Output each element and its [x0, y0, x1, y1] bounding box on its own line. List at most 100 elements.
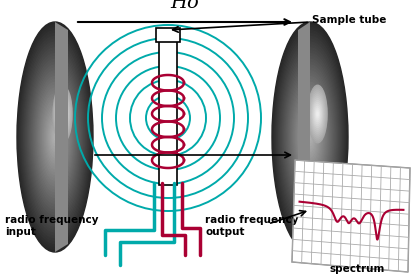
Ellipse shape [315, 106, 320, 122]
Ellipse shape [310, 91, 325, 137]
Ellipse shape [316, 110, 319, 118]
Ellipse shape [26, 48, 84, 226]
Ellipse shape [301, 111, 318, 163]
Ellipse shape [24, 42, 86, 232]
Ellipse shape [282, 54, 337, 220]
Ellipse shape [288, 71, 332, 203]
Ellipse shape [38, 85, 72, 189]
Ellipse shape [54, 87, 71, 141]
Text: Ho: Ho [171, 0, 199, 12]
Ellipse shape [308, 131, 312, 143]
Ellipse shape [19, 28, 91, 246]
Ellipse shape [26, 51, 83, 223]
Ellipse shape [25, 45, 85, 229]
Ellipse shape [46, 111, 64, 163]
Ellipse shape [56, 95, 69, 133]
Ellipse shape [27, 54, 83, 220]
Text: spectrum: spectrum [330, 264, 385, 274]
Ellipse shape [50, 123, 60, 151]
Ellipse shape [18, 25, 92, 249]
Ellipse shape [280, 48, 339, 226]
Ellipse shape [21, 33, 89, 241]
Ellipse shape [47, 114, 63, 160]
Ellipse shape [62, 112, 63, 116]
Ellipse shape [32, 68, 78, 206]
Ellipse shape [54, 134, 56, 140]
Text: Sample tube: Sample tube [312, 15, 387, 25]
Ellipse shape [23, 39, 87, 235]
Polygon shape [55, 22, 68, 252]
Ellipse shape [41, 94, 69, 180]
Ellipse shape [283, 56, 337, 218]
Ellipse shape [58, 101, 67, 127]
Ellipse shape [277, 36, 343, 238]
Ellipse shape [22, 36, 88, 238]
Ellipse shape [36, 79, 74, 195]
Ellipse shape [56, 93, 69, 135]
Ellipse shape [37, 82, 73, 192]
Ellipse shape [31, 65, 79, 209]
Ellipse shape [287, 68, 333, 206]
Ellipse shape [292, 82, 328, 192]
Ellipse shape [308, 85, 327, 143]
Ellipse shape [296, 94, 324, 180]
Polygon shape [298, 22, 310, 252]
Ellipse shape [309, 134, 311, 140]
Ellipse shape [286, 65, 334, 209]
Ellipse shape [17, 22, 93, 252]
Ellipse shape [314, 104, 321, 124]
Ellipse shape [285, 62, 335, 212]
Ellipse shape [279, 42, 342, 232]
Ellipse shape [278, 39, 342, 235]
Ellipse shape [289, 74, 331, 200]
Ellipse shape [293, 85, 327, 189]
Ellipse shape [309, 89, 326, 139]
Ellipse shape [306, 125, 314, 149]
Ellipse shape [57, 97, 68, 131]
Ellipse shape [313, 99, 323, 129]
Ellipse shape [294, 88, 326, 186]
Ellipse shape [307, 129, 313, 145]
Ellipse shape [52, 129, 58, 145]
Ellipse shape [302, 114, 318, 160]
Ellipse shape [312, 97, 323, 131]
Ellipse shape [295, 91, 325, 183]
Ellipse shape [42, 97, 68, 177]
Ellipse shape [61, 108, 64, 120]
Ellipse shape [59, 104, 66, 124]
Ellipse shape [311, 95, 324, 133]
Ellipse shape [62, 110, 64, 118]
Ellipse shape [40, 91, 70, 183]
Ellipse shape [299, 105, 320, 169]
Ellipse shape [275, 31, 345, 243]
Ellipse shape [314, 102, 321, 125]
Ellipse shape [317, 112, 318, 116]
Ellipse shape [28, 56, 82, 218]
Ellipse shape [33, 71, 77, 203]
Ellipse shape [39, 88, 71, 186]
Ellipse shape [301, 108, 320, 166]
Ellipse shape [51, 125, 59, 149]
Ellipse shape [20, 31, 90, 243]
Ellipse shape [280, 45, 340, 229]
Ellipse shape [45, 105, 65, 169]
Ellipse shape [45, 108, 64, 166]
Ellipse shape [284, 59, 336, 215]
Ellipse shape [44, 102, 66, 172]
Ellipse shape [53, 85, 72, 143]
Bar [159, 38, 177, 185]
Ellipse shape [55, 89, 71, 139]
Ellipse shape [273, 25, 347, 249]
Ellipse shape [59, 102, 66, 125]
Ellipse shape [274, 28, 346, 246]
Polygon shape [292, 160, 410, 272]
Ellipse shape [297, 97, 323, 177]
Text: radio frequency
input: radio frequency input [5, 215, 98, 237]
Ellipse shape [57, 99, 68, 129]
Text: radio frequency
output: radio frequency output [205, 215, 299, 237]
Ellipse shape [304, 120, 316, 154]
Ellipse shape [305, 123, 315, 151]
Ellipse shape [309, 87, 326, 141]
Ellipse shape [290, 77, 330, 197]
Ellipse shape [35, 77, 75, 197]
